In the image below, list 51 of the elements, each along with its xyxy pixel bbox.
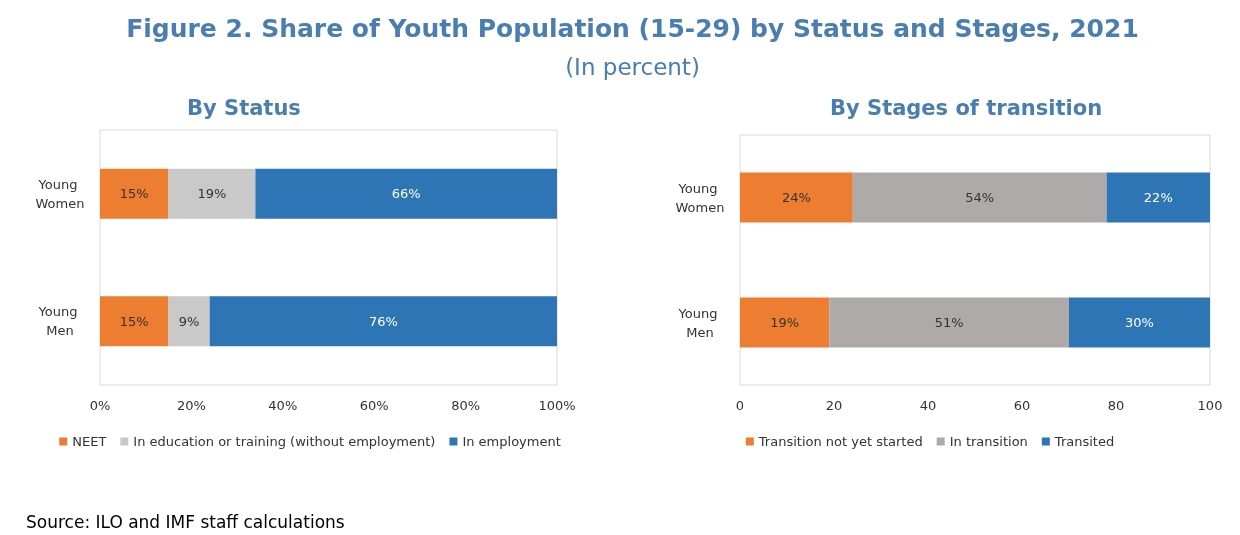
- y-tick-label: Young Women: [35, 176, 85, 211]
- chart-title: By Status: [187, 95, 301, 120]
- data-label: 15%: [119, 186, 149, 202]
- x-tick-label: 40%: [268, 398, 298, 413]
- legend-label: Transited: [1053, 434, 1115, 449]
- legend-label: NEET: [72, 434, 107, 449]
- text: (In percent): [564, 54, 701, 80]
- bar: [1069, 297, 1210, 348]
- x-tick-label: 60: [1013, 398, 1031, 413]
- bar: [168, 296, 210, 347]
- data-label: 76%: [368, 313, 398, 329]
- bar: [100, 168, 169, 219]
- bar: [255, 168, 557, 219]
- legend-label: In transition: [949, 434, 1028, 449]
- data-label: 19%: [197, 186, 227, 202]
- data-label: 15%: [119, 313, 149, 329]
- x-tick-label: 100%: [538, 398, 576, 413]
- x-tick-label: 100: [1197, 398, 1223, 413]
- x-tick-label: 20%: [176, 398, 206, 413]
- data-label: 30%: [1125, 315, 1154, 330]
- x-tick-label: 80%: [451, 398, 481, 413]
- bar: [740, 297, 830, 348]
- x-tick-label: 0%: [89, 398, 111, 413]
- data-label: 9%: [178, 313, 200, 329]
- legend-label: In education or training (without employment): [133, 434, 436, 449]
- chart-title: By Stages of transition: [830, 95, 1103, 120]
- bar: [852, 172, 1107, 223]
- bar: [740, 172, 853, 223]
- x-tick-label: 60%: [359, 398, 389, 413]
- legend-label: Transition not yet started: [757, 434, 923, 449]
- y-tick-label: Young Men: [37, 304, 82, 339]
- data-label: 66%: [391, 186, 421, 202]
- data-label: 24%: [781, 190, 811, 205]
- data-label: 19%: [770, 315, 800, 330]
- x-tick-label: 40: [919, 398, 937, 413]
- x-tick-label: 20: [825, 398, 843, 413]
- bar: [209, 296, 557, 347]
- x-tick-label: 0: [735, 398, 745, 413]
- source-note: Source: ILO and IMF staff calculations: [26, 512, 345, 532]
- y-tick-label: Young Women: [675, 180, 725, 215]
- bar: [829, 297, 1069, 348]
- bar: [1106, 172, 1210, 223]
- bar: [168, 168, 256, 219]
- x-tick-label: 80: [1107, 398, 1125, 413]
- legend-label: In employment: [462, 434, 561, 449]
- data-label: 51%: [934, 315, 964, 330]
- y-tick-label: Young Men: [677, 305, 722, 340]
- bar: [100, 296, 169, 347]
- text: Figure 2. Share of Youth Population (15-29) by Status and Stages, 2021: [125, 14, 1140, 43]
- data-label: 54%: [965, 190, 995, 205]
- data-label: 22%: [1143, 190, 1173, 205]
